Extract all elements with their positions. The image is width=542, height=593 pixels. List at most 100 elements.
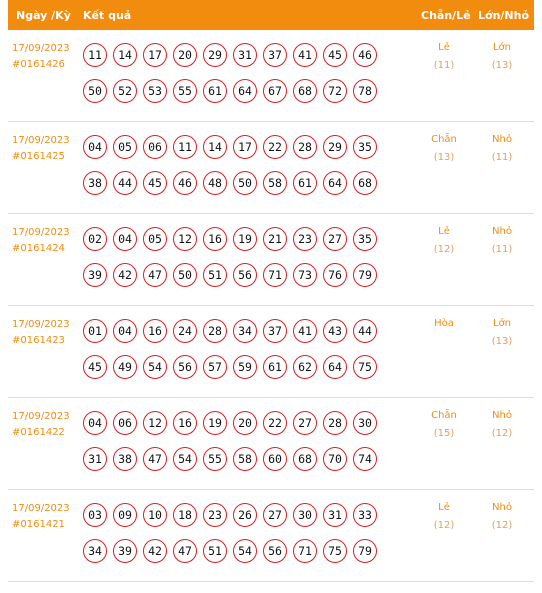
draw-period: #0161423 <box>12 335 65 346</box>
number-ball: 64 <box>323 355 347 379</box>
number-ball: 67 <box>263 79 287 103</box>
result-numbers: 04 05 06 11 14 17 22 28 29 35 38 44 45 46 48 50 58 61 64 68 <box>83 129 393 201</box>
number-ball: 46 <box>353 43 377 67</box>
draw-date-period[interactable]: 17/09/2023 #0161426 <box>12 41 70 73</box>
number-ball: 28 <box>203 319 227 343</box>
draw-date-period[interactable]: 17/09/2023 #0161424 <box>12 225 70 257</box>
number-line: 01 04 16 24 28 34 37 41 43 44 <box>83 313 393 349</box>
number-ball: 28 <box>293 135 317 159</box>
number-ball: 16 <box>173 411 197 435</box>
number-ball: 79 <box>353 539 377 563</box>
number-ball: 04 <box>83 135 107 159</box>
number-ball: 42 <box>113 263 137 287</box>
number-ball: 23 <box>203 503 227 527</box>
draw-date: 17/09/2023 <box>12 319 70 330</box>
number-ball: 17 <box>233 135 257 159</box>
number-ball: 57 <box>203 355 227 379</box>
parity-value: Lẻ <box>438 502 450 513</box>
number-line: 39 42 47 50 51 56 71 73 76 79 <box>83 257 393 293</box>
number-ball: 28 <box>323 411 347 435</box>
number-ball: 54 <box>173 447 197 471</box>
number-ball: 54 <box>233 539 257 563</box>
parity-count: (15) <box>433 428 455 439</box>
size-cell: Lớn (13) <box>474 315 530 351</box>
parity-count: (12) <box>433 520 455 531</box>
number-ball: 05 <box>113 135 137 159</box>
number-ball: 51 <box>203 539 227 563</box>
number-ball: 34 <box>233 319 257 343</box>
number-ball: 38 <box>83 171 107 195</box>
number-line: 45 49 54 56 57 59 61 62 64 75 <box>83 349 393 385</box>
number-ball: 79 <box>353 263 377 287</box>
result-numbers: 02 04 05 12 16 19 21 23 27 35 39 42 47 50 51 56 71 73 76 79 <box>83 221 393 293</box>
draw-period: #0161424 <box>12 243 65 254</box>
size-value: Lớn <box>492 42 512 53</box>
number-ball: 31 <box>83 447 107 471</box>
draw-date-period[interactable]: 17/09/2023 #0161423 <box>12 317 70 349</box>
number-line: 38 44 45 46 48 50 58 61 64 68 <box>83 165 393 201</box>
number-ball: 20 <box>173 43 197 67</box>
number-ball: 75 <box>353 355 377 379</box>
number-ball: 37 <box>263 43 287 67</box>
draw-period: #0161421 <box>12 519 65 530</box>
number-ball: 74 <box>353 447 377 471</box>
number-ball: 39 <box>83 263 107 287</box>
number-ball: 12 <box>173 227 197 251</box>
number-ball: 47 <box>143 263 167 287</box>
draw-date-period[interactable]: 17/09/2023 #0161425 <box>12 133 70 165</box>
number-ball: 35 <box>353 227 377 251</box>
size-cell: Nhỏ (12) <box>474 407 530 443</box>
draw-date-period[interactable]: 17/09/2023 #0161422 <box>12 409 70 441</box>
number-ball: 19 <box>233 227 257 251</box>
number-ball: 56 <box>173 355 197 379</box>
parity-cell: Chẵn (13) <box>416 131 472 167</box>
size-count: (12) <box>491 428 513 439</box>
number-ball: 27 <box>263 503 287 527</box>
number-ball: 27 <box>293 411 317 435</box>
number-ball: 51 <box>203 263 227 287</box>
table-row: 17/09/2023 #0161422 04 06 12 16 19 20 22 27 28 30 31… <box>8 398 534 490</box>
result-numbers: 04 06 12 16 19 20 22 27 28 30 31 38 47 54 55 58 60 68 70 74 <box>83 405 393 477</box>
number-ball: 68 <box>353 171 377 195</box>
number-ball: 17 <box>143 43 167 67</box>
parity-cell: Hòa <box>416 315 472 333</box>
number-ball: 22 <box>263 135 287 159</box>
table-row: 17/09/2023 #0161423 01 04 16 24 28 34 37 41 43 44 45… <box>8 306 534 398</box>
size-value: Nhỏ <box>492 502 512 513</box>
parity-cell: Lẻ (12) <box>416 223 472 259</box>
number-ball: 59 <box>233 355 257 379</box>
results-table: Ngày /Kỳ Kết quả Chẵn/Lẻ Lớn/Nhỏ 17/09/2… <box>8 0 534 582</box>
number-ball: 11 <box>173 135 197 159</box>
number-ball: 52 <box>113 79 137 103</box>
number-ball: 45 <box>83 355 107 379</box>
number-ball: 14 <box>113 43 137 67</box>
number-ball: 58 <box>263 171 287 195</box>
number-ball: 44 <box>113 171 137 195</box>
parity-count: (12) <box>433 244 455 255</box>
number-ball: 58 <box>233 447 257 471</box>
number-ball: 01 <box>83 319 107 343</box>
number-ball: 20 <box>233 411 257 435</box>
size-count: (11) <box>491 152 513 163</box>
number-line: 11 14 17 20 29 31 37 41 45 46 <box>83 37 393 73</box>
draw-date-period[interactable]: 17/09/2023 #0161421 <box>12 501 70 533</box>
number-ball: 12 <box>143 411 167 435</box>
header-date-period: Ngày /Kỳ <box>16 9 71 22</box>
number-ball: 04 <box>113 227 137 251</box>
number-ball: 55 <box>203 447 227 471</box>
number-ball: 42 <box>143 539 167 563</box>
number-ball: 34 <box>83 539 107 563</box>
number-ball: 38 <box>113 447 137 471</box>
number-ball: 16 <box>203 227 227 251</box>
draw-date: 17/09/2023 <box>12 227 70 238</box>
number-ball: 06 <box>143 135 167 159</box>
size-cell: Nhỏ (12) <box>474 499 530 535</box>
number-ball: 71 <box>263 263 287 287</box>
number-ball: 29 <box>323 135 347 159</box>
size-value: Nhỏ <box>492 226 512 237</box>
number-ball: 27 <box>323 227 347 251</box>
parity-count: (13) <box>433 152 455 163</box>
size-value: Nhỏ <box>492 410 512 421</box>
number-ball: 14 <box>203 135 227 159</box>
number-ball: 72 <box>323 79 347 103</box>
